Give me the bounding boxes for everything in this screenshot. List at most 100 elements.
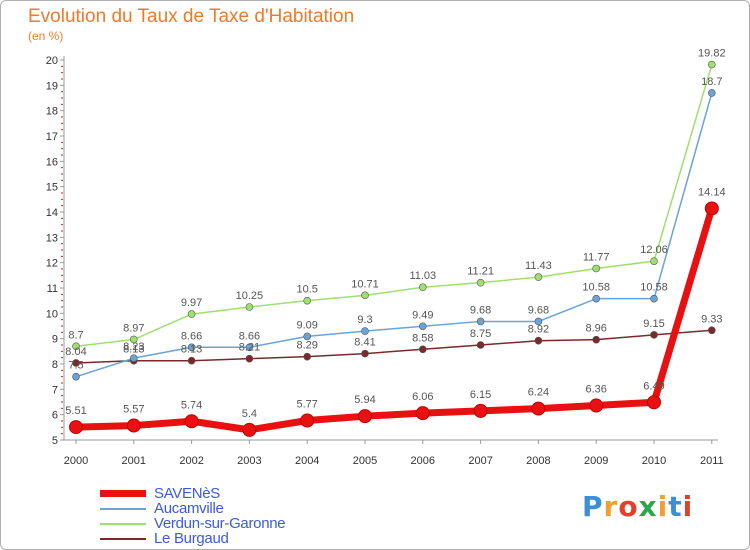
y-minor-tick [61, 331, 63, 333]
data-label-0: 5.74 [181, 399, 202, 411]
data-label-3: 8.04 [65, 346, 86, 358]
data-label-1: 9.68 [528, 304, 549, 316]
y-minor-tick [61, 426, 63, 428]
legend-swatch-verdun [100, 522, 146, 525]
data-label-3: 8.13 [123, 344, 144, 356]
data-label-1: 8.66 [239, 330, 260, 342]
y-tick-label: 11 [47, 283, 58, 295]
y-minor-tick [61, 167, 63, 169]
data-label-0: 6.49 [643, 380, 664, 392]
x-tick-label: 2006 [411, 455, 435, 467]
legend-swatch-savenes [100, 490, 146, 497]
legend-label-aucamville: Aucamville [154, 500, 224, 517]
series-point-0 [531, 401, 546, 416]
data-label-2: 11.43 [525, 260, 552, 272]
data-label-0: 6.15 [470, 389, 491, 401]
series-point-1 [418, 322, 427, 331]
legend-label-verdun: Verdun-sur-Garonne [154, 515, 286, 532]
series-point-2 [476, 278, 485, 287]
y-minor-tick [61, 72, 63, 74]
series-point-0 [358, 409, 372, 424]
x-tick-label: 2003 [237, 455, 261, 467]
y-minor-tick [61, 129, 63, 131]
y-minor-tick [61, 325, 63, 327]
x-tick-label: 2009 [584, 455, 608, 467]
series-point-0 [126, 418, 141, 433]
series-point-2 [418, 283, 427, 292]
data-label-0: 5.4 [242, 408, 257, 420]
y-minor-tick [61, 357, 63, 359]
legend-swatch-aucamville [100, 507, 146, 510]
y-minor-tick [61, 65, 63, 67]
data-label-0: 5.57 [123, 404, 144, 416]
series-point-0 [242, 422, 257, 437]
series-line-3 [75, 329, 712, 364]
y-minor-tick [61, 344, 63, 346]
series-point-0 [184, 414, 199, 429]
y-minor-tick [61, 268, 63, 270]
series-point-3 [361, 349, 369, 358]
logo-letter: i [657, 490, 669, 523]
data-label-2: 19.82 [698, 48, 726, 60]
y-minor-tick [61, 395, 63, 397]
data-label-2: 11.21 [467, 266, 494, 278]
y-minor-tick [61, 369, 63, 371]
y-minor-tick [61, 154, 63, 156]
data-label-3: 8.75 [470, 328, 491, 340]
data-label-2: 8.7 [68, 329, 83, 341]
data-label-0: 5.94 [354, 394, 375, 406]
y-minor-tick [61, 255, 63, 257]
series-point-1 [534, 317, 543, 326]
series-point-2 [650, 257, 658, 265]
y-minor-tick [61, 141, 63, 143]
data-labels-layer: 5.51 5.57 5.74 5.4 5.77 5.94 6.06 6.15 6.24 6.36 6… [65, 48, 725, 420]
legend-label-le-burgaud: Le Burgaud [154, 530, 229, 547]
y-minor-tick [61, 376, 63, 378]
data-label-1: 18.7 [701, 76, 722, 88]
y-minor-tick [61, 78, 63, 80]
data-label-0: 6.06 [412, 391, 433, 403]
data-label-2: 11.77 [583, 251, 610, 263]
y-tick-label: 14 [46, 207, 58, 219]
data-label-1: 8.23 [123, 341, 144, 353]
series-point-1 [361, 327, 369, 335]
data-label-3: 8.29 [296, 340, 317, 352]
y-minor-tick [61, 205, 63, 207]
series-point-2 [303, 296, 312, 305]
series-point-1 [303, 332, 312, 341]
series-point-3 [650, 331, 658, 339]
x-tick-label: 2011 [700, 455, 724, 467]
series-point-3 [592, 335, 601, 344]
x-tick-label: 2000 [64, 455, 88, 467]
y-tick-label: 20 [46, 55, 58, 67]
data-label-1: 9.3 [357, 314, 372, 326]
series-point-0 [69, 420, 83, 435]
chart-legend: SAVENèS Aucamville Verdun-sur-Garonne Le… [100, 485, 286, 547]
series-line-2 [75, 64, 713, 348]
series-point-1 [245, 343, 254, 352]
series-layer [69, 60, 719, 437]
data-label-3: 8.41 [354, 337, 375, 349]
y-minor-tick [61, 103, 63, 105]
y-tick-label: 10 [46, 308, 58, 320]
y-tick-label: 9 [52, 334, 58, 346]
y-minor-tick [61, 293, 63, 295]
series-point-0 [415, 406, 430, 421]
series-point-1 [187, 343, 196, 352]
y-minor-tick [61, 173, 63, 175]
y-minor-tick [61, 179, 63, 181]
y-minor-tick [61, 249, 63, 251]
chart-subtitle: (en %) [28, 29, 64, 43]
y-tick-label: 13 [46, 232, 58, 244]
series-point-3 [476, 341, 485, 349]
series-point-2 [592, 264, 601, 273]
series-point-1 [650, 294, 658, 303]
y-minor-tick [61, 274, 63, 276]
data-label-0: 14.14 [698, 186, 726, 198]
x-tick-label: 2004 [295, 455, 319, 467]
data-label-0: 5.77 [296, 398, 317, 410]
legend-item-savenes: SAVENèS [100, 485, 285, 502]
series-point-1 [592, 294, 601, 303]
series-point-3 [303, 352, 312, 361]
data-label-0: 6.36 [585, 384, 606, 396]
